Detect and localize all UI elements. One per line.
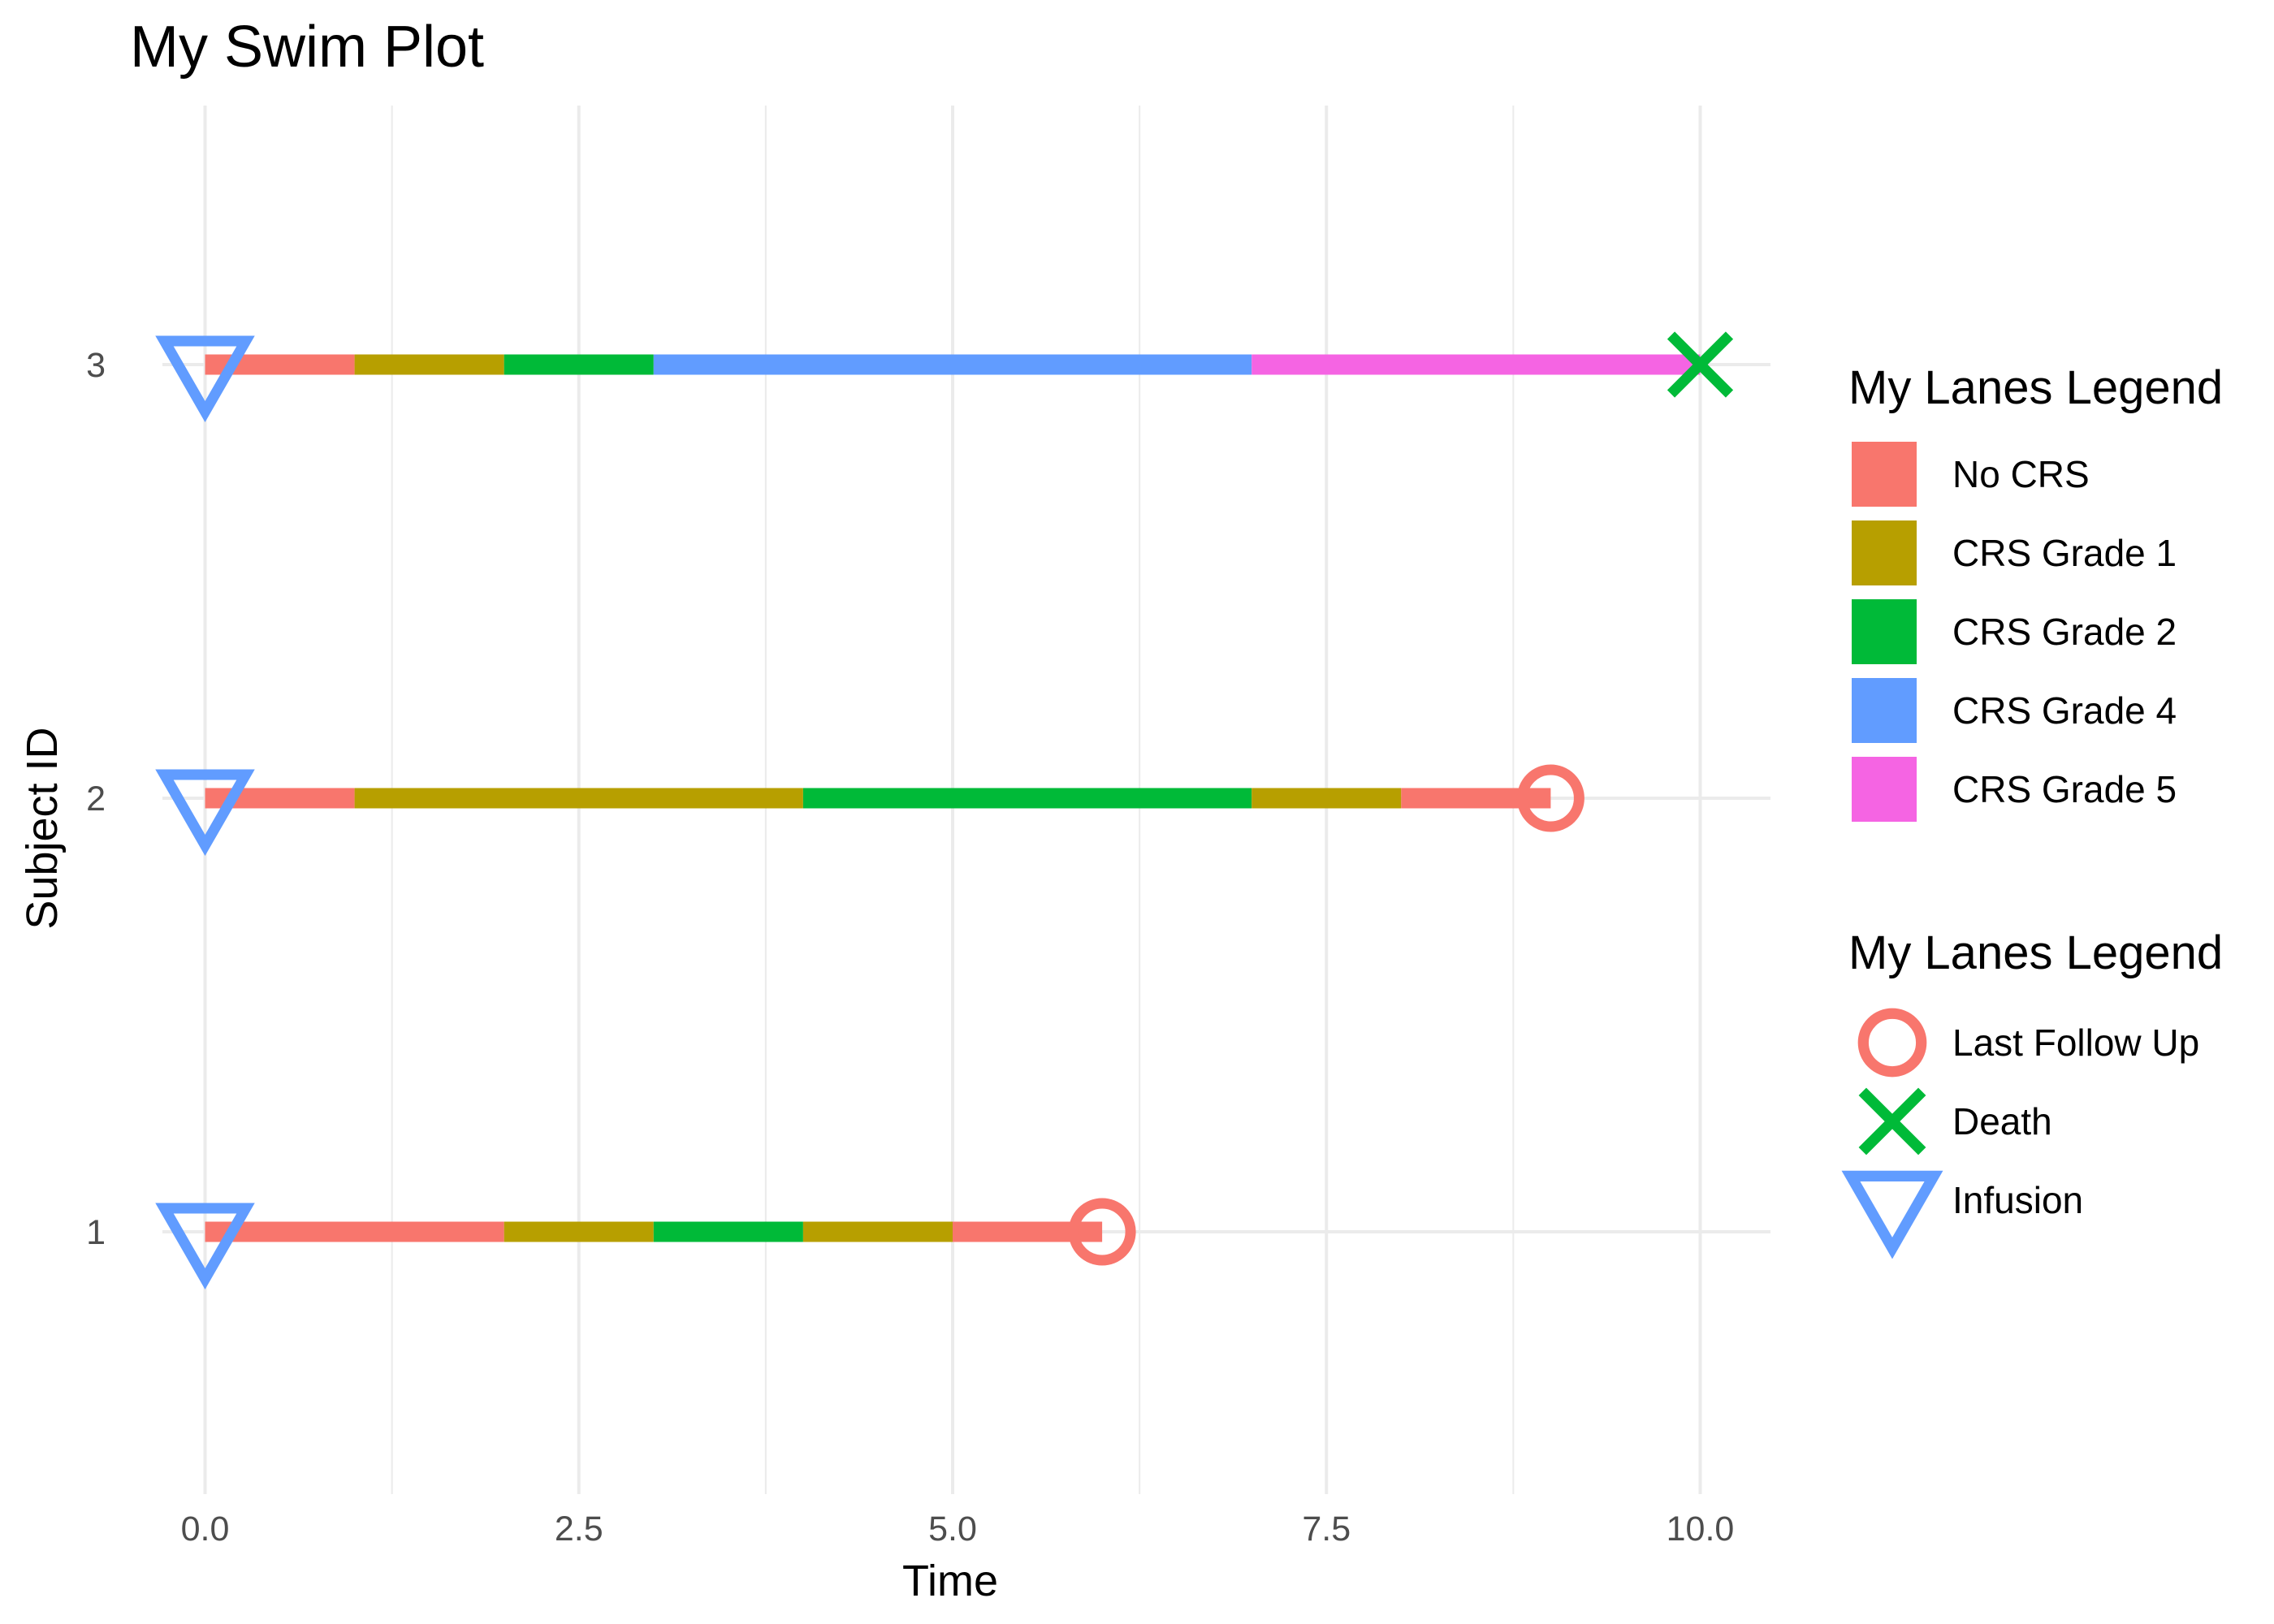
lane-legend-item: No CRS bbox=[1852, 442, 2090, 507]
marker-legend-label: Last Follow Up bbox=[1952, 1021, 2199, 1064]
marker-legend-item: Last Follow Up bbox=[1857, 1008, 2199, 1078]
lane-legend-label: No CRS bbox=[1952, 453, 2090, 495]
x-tick-label: 10.0 bbox=[1667, 1510, 1735, 1548]
lane-legend-label: CRS Grade 5 bbox=[1952, 768, 2177, 810]
lane-legend-label: CRS Grade 1 bbox=[1952, 532, 2177, 574]
y-axis-title: Subject ID bbox=[18, 727, 67, 929]
infusion-marker bbox=[1841, 1170, 1943, 1259]
death-marker bbox=[1667, 331, 1734, 398]
last-follow-up-marker bbox=[1516, 764, 1584, 832]
lane-legend-item: CRS Grade 2 bbox=[1852, 599, 2177, 664]
lane-legend-items: No CRS CRS Grade 1 CRS Grade 2 CRS Grade 4 C… bbox=[1852, 442, 2177, 822]
lane-legend-swatch bbox=[1852, 520, 1917, 585]
markers-layer bbox=[155, 331, 1734, 1290]
y-tick-label: 2 bbox=[86, 780, 106, 818]
marker-legend-label: Infusion bbox=[1952, 1179, 2083, 1221]
x-axis: 0.0 2.5 5.0 7.5 10.0 bbox=[181, 1510, 1735, 1548]
lane-legend-item: CRS Grade 5 bbox=[1852, 757, 2177, 822]
lane-legend-swatch bbox=[1852, 442, 1917, 507]
lane-legend-label: CRS Grade 4 bbox=[1952, 689, 2177, 732]
marker-legend-item: Infusion bbox=[1841, 1170, 2083, 1259]
lane-legend-item: CRS Grade 4 bbox=[1852, 678, 2177, 743]
x-tick-label: 5.0 bbox=[928, 1510, 977, 1548]
last-follow-up-marker bbox=[1068, 1198, 1136, 1266]
x-tick-label: 7.5 bbox=[1302, 1510, 1351, 1548]
lane-legend-swatch bbox=[1852, 757, 1917, 822]
infusion-marker bbox=[155, 335, 255, 423]
last-follow-up-marker bbox=[1857, 1008, 1927, 1078]
lane-legend-title: My Lanes Legend bbox=[1848, 361, 2223, 414]
lane-legend-swatch bbox=[1852, 678, 1917, 743]
legend: My Lanes Legend No CRS CRS Grade 1 CRS Gra… bbox=[1841, 361, 2223, 1259]
death-marker bbox=[1858, 1087, 1926, 1155]
y-tick-label: 3 bbox=[86, 346, 106, 385]
lane-legend-label: CRS Grade 2 bbox=[1952, 611, 2177, 653]
x-axis-title: Time bbox=[902, 1557, 998, 1605]
death-marker-stroke bbox=[1667, 331, 1734, 398]
lane-legend-swatch bbox=[1852, 599, 1917, 664]
infusion-marker bbox=[155, 1203, 255, 1290]
marker-legend-item: Death bbox=[1858, 1087, 2052, 1155]
marker-legend-label: Death bbox=[1952, 1100, 2052, 1142]
marker-legend-items: Last Follow Up Death Infusion bbox=[1841, 1008, 2199, 1259]
marker-legend-title: My Lanes Legend bbox=[1848, 926, 2223, 979]
infusion-marker bbox=[155, 769, 255, 857]
lane-legend-item: CRS Grade 1 bbox=[1852, 520, 2177, 585]
y-tick-label: 1 bbox=[86, 1213, 106, 1252]
x-tick-label: 2.5 bbox=[555, 1510, 603, 1548]
y-axis: 1 2 3 bbox=[86, 346, 106, 1252]
chart-title: My Swim Plot bbox=[130, 15, 484, 80]
death-marker-stroke bbox=[1858, 1087, 1926, 1155]
x-tick-label: 0.0 bbox=[181, 1510, 230, 1548]
